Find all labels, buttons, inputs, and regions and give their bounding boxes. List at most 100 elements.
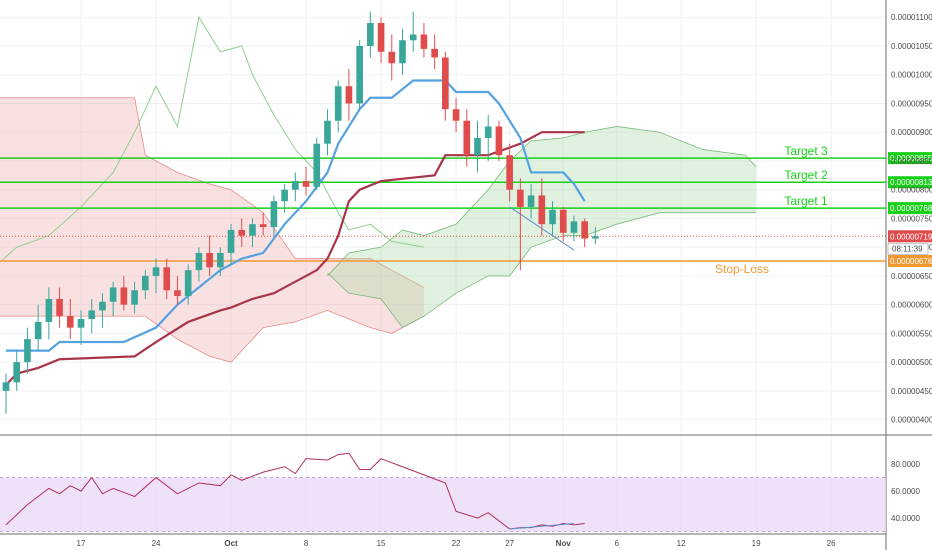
candle-body bbox=[549, 209, 556, 225]
candle-body bbox=[174, 290, 181, 297]
candle bbox=[24, 327, 31, 374]
price-tick-label: 0.00000950 bbox=[891, 99, 932, 108]
countdown-text: 08:11:39 bbox=[892, 244, 923, 253]
candle-body bbox=[56, 298, 63, 317]
current-price-tag bbox=[888, 230, 932, 243]
kijun-sen-line bbox=[5, 131, 585, 386]
candle-body bbox=[216, 252, 224, 268]
candle bbox=[334, 80, 342, 133]
candle bbox=[292, 172, 299, 202]
candle bbox=[302, 166, 310, 196]
candle bbox=[388, 34, 396, 81]
candle bbox=[259, 212, 267, 236]
level-price-tag bbox=[888, 202, 932, 215]
level-label: Target 1 bbox=[784, 194, 828, 208]
candle bbox=[163, 258, 171, 299]
candle-body bbox=[227, 229, 235, 253]
candle bbox=[238, 218, 246, 248]
time-tick-label: 26 bbox=[827, 539, 836, 548]
time-tick-label: Nov bbox=[556, 539, 572, 548]
candle bbox=[549, 201, 556, 236]
time-tick-label: 24 bbox=[152, 539, 161, 548]
candle-body bbox=[270, 201, 278, 228]
price-tick-label: 0.00000550 bbox=[891, 329, 932, 338]
candle-body bbox=[184, 270, 192, 297]
candle bbox=[463, 109, 471, 167]
candle bbox=[570, 215, 578, 242]
time-tick-label: Oct bbox=[224, 539, 238, 548]
candle-body bbox=[399, 40, 406, 64]
level-price-tag bbox=[888, 152, 932, 165]
candle-body bbox=[377, 22, 385, 52]
candle bbox=[206, 235, 213, 276]
candle bbox=[281, 183, 288, 213]
candle bbox=[581, 218, 588, 248]
candle-body bbox=[66, 316, 74, 328]
candle-body bbox=[131, 290, 138, 305]
candle bbox=[34, 304, 42, 351]
candle bbox=[270, 195, 278, 236]
level-price-text: 0.00000855 bbox=[890, 154, 932, 163]
time-tick-label: 8 bbox=[304, 539, 309, 548]
candle-body bbox=[538, 195, 546, 225]
time-tick-label: 6 bbox=[615, 539, 620, 548]
time-tick-label: 27 bbox=[505, 539, 514, 548]
candle-body bbox=[313, 143, 321, 187]
candle bbox=[131, 281, 138, 314]
time-axis[interactable]: 17 24 Oct 8 15 22 27 Nov 6 12 19 26 bbox=[77, 539, 837, 548]
candle-body bbox=[141, 275, 149, 291]
candle-body bbox=[420, 34, 428, 49]
candle-body bbox=[88, 310, 96, 320]
price-tick-label: 0.00000800 bbox=[891, 186, 932, 195]
candle bbox=[184, 264, 192, 305]
candle bbox=[56, 287, 63, 328]
candle bbox=[216, 247, 224, 276]
candle bbox=[45, 287, 53, 340]
candle-body bbox=[484, 126, 492, 138]
candle bbox=[442, 51, 449, 121]
time-tick-label: 12 bbox=[677, 539, 686, 548]
price-tick-label: 0.00001050 bbox=[891, 42, 932, 51]
price-axis[interactable]: 0.00001100 0.00001050 0.00001000 0.00000950… bbox=[887, 13, 932, 523]
price-tick-label: 0.00000400 bbox=[891, 416, 932, 425]
candle-body bbox=[13, 362, 21, 383]
price-tick-label: 0.00001100 bbox=[891, 13, 932, 22]
candle-body bbox=[463, 120, 471, 156]
candle-body bbox=[506, 155, 513, 190]
candle bbox=[420, 22, 428, 58]
rsi-tick-label: 80.0000 bbox=[891, 460, 920, 469]
candle-body bbox=[24, 339, 31, 363]
candle bbox=[120, 275, 128, 311]
candle bbox=[367, 11, 374, 58]
candle bbox=[195, 247, 203, 282]
candle-body bbox=[409, 34, 417, 41]
rsi-panel bbox=[0, 452, 886, 533]
level-price-tag bbox=[888, 254, 932, 267]
candle bbox=[345, 68, 353, 121]
candle bbox=[399, 28, 406, 75]
level-label: Stop-Loss bbox=[715, 262, 769, 276]
tenkan-sen-line bbox=[6, 79, 586, 352]
candle-body bbox=[238, 229, 246, 236]
time-tick-label: 15 bbox=[377, 539, 386, 548]
candle bbox=[506, 143, 513, 202]
price-tick-label: 0.00000900 bbox=[891, 128, 932, 137]
candle-body bbox=[2, 382, 10, 391]
candle bbox=[484, 114, 492, 161]
candle bbox=[559, 206, 567, 242]
time-tick-label: 22 bbox=[452, 539, 461, 548]
rsi-divergence-line bbox=[509, 523, 574, 530]
candle-body bbox=[581, 221, 588, 239]
rsi-tick-label: 40.0000 bbox=[891, 514, 920, 523]
candle-body bbox=[388, 51, 396, 64]
candle bbox=[452, 97, 460, 133]
candle-body bbox=[195, 252, 203, 271]
candle-body bbox=[356, 45, 363, 104]
price-tick-label: 0.00000450 bbox=[891, 387, 932, 396]
candle bbox=[517, 178, 524, 271]
rsi-tick-label: 60.0000 bbox=[891, 487, 920, 496]
candle bbox=[356, 40, 363, 110]
candle-body bbox=[34, 321, 42, 340]
candle-body bbox=[249, 224, 256, 236]
